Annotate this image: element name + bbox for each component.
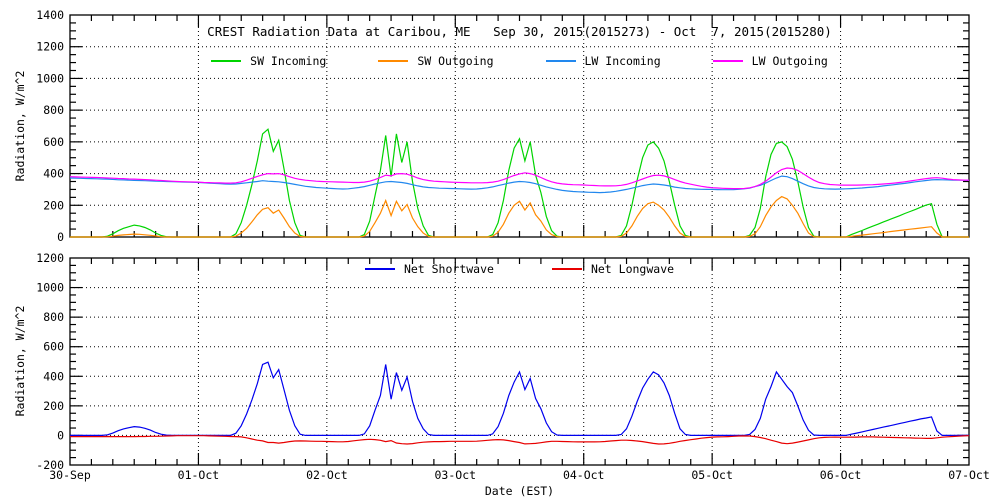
sw-outgoing-line-swatch: [378, 60, 409, 62]
legend-item-lw-incoming: LW Incoming: [545, 54, 661, 68]
y-tick-label: 800: [43, 103, 64, 117]
y-tick-label: 1200: [36, 251, 64, 265]
legend-item-lw-outgoing: LW Outgoing: [712, 54, 828, 68]
series-sw-outgoing-line: [70, 195, 969, 238]
legend-top-panel: SW Incoming SW Outgoing LW Incoming LW O…: [70, 54, 969, 68]
x-tick-label: 05-Oct: [691, 468, 733, 482]
net-longwave-line-swatch: [551, 268, 582, 270]
legend-label-lw-outgoing: LW Outgoing: [751, 54, 828, 68]
legend-label-lw-incoming: LW Incoming: [584, 54, 661, 68]
y-tick-label: 1400: [36, 8, 64, 22]
lw-incoming-line-swatch: [545, 60, 576, 62]
y-tick-label: 600: [43, 135, 64, 149]
y-tick-label: 200: [43, 198, 64, 212]
legend-label-sw-outgoing: SW Outgoing: [417, 54, 494, 68]
series-lw-incoming-line: [69, 175, 970, 194]
legend-label-net-shortwave: Net Shortwave: [403, 262, 494, 276]
x-tick-label: 30-Sep: [49, 468, 91, 482]
x-tick-label: 01-Oct: [178, 468, 220, 482]
y-tick-label: 1000: [36, 71, 64, 85]
legend-item-sw-outgoing: SW Outgoing: [378, 54, 494, 68]
sw-incoming-line-swatch: [211, 60, 242, 62]
legend-label-sw-incoming: SW Incoming: [250, 54, 327, 68]
legend-item-net-longwave: Net Longwave: [551, 262, 675, 276]
x-tick-label: 06-Oct: [820, 468, 862, 482]
x-tick-label: 07-Oct: [948, 468, 990, 482]
y-tick-label: 1000: [36, 281, 64, 295]
y-tick-label: 1200: [36, 40, 64, 54]
series-net-longwave-line: [70, 435, 970, 445]
legend-label-net-longwave: Net Longwave: [590, 262, 675, 276]
y-tick-label: 800: [43, 310, 64, 324]
x-axis-title: Date (EST): [484, 484, 555, 498]
legend-bottom-panel: Net Shortwave Net Longwave: [70, 262, 969, 276]
y-axis-title-bottom: Radiation, W/m^2: [13, 305, 27, 417]
y-tick-label: 400: [43, 167, 64, 181]
y-tick-label: 600: [43, 340, 64, 354]
x-tick-label: 04-Oct: [563, 468, 605, 482]
net-shortwave-line-swatch: [364, 268, 395, 270]
y-tick-label: 0: [57, 428, 64, 442]
y-tick-label: 400: [43, 369, 64, 383]
chart-title: CREST Radiation Data at Caribou, ME Sep …: [207, 24, 832, 39]
y-axis-title-top: Radiation, W/m^2: [13, 70, 27, 182]
series-lw-outgoing-line: [69, 167, 970, 190]
legend-item-net-shortwave: Net Shortwave: [364, 262, 494, 276]
x-tick-label: 03-Oct: [435, 468, 477, 482]
y-tick-label: 200: [43, 399, 64, 413]
series-net-shortwave-line: [70, 361, 969, 436]
y-tick-label: 0: [57, 230, 64, 244]
y-tick-label: -200: [36, 458, 64, 472]
panel-frame-radiation-components: [69, 14, 970, 238]
legend-item-sw-incoming: SW Incoming: [211, 54, 326, 68]
panel-frame-net-radiation: [69, 257, 970, 466]
lw-outgoing-line-swatch: [712, 60, 743, 62]
x-tick-label: 02-Oct: [306, 468, 348, 482]
